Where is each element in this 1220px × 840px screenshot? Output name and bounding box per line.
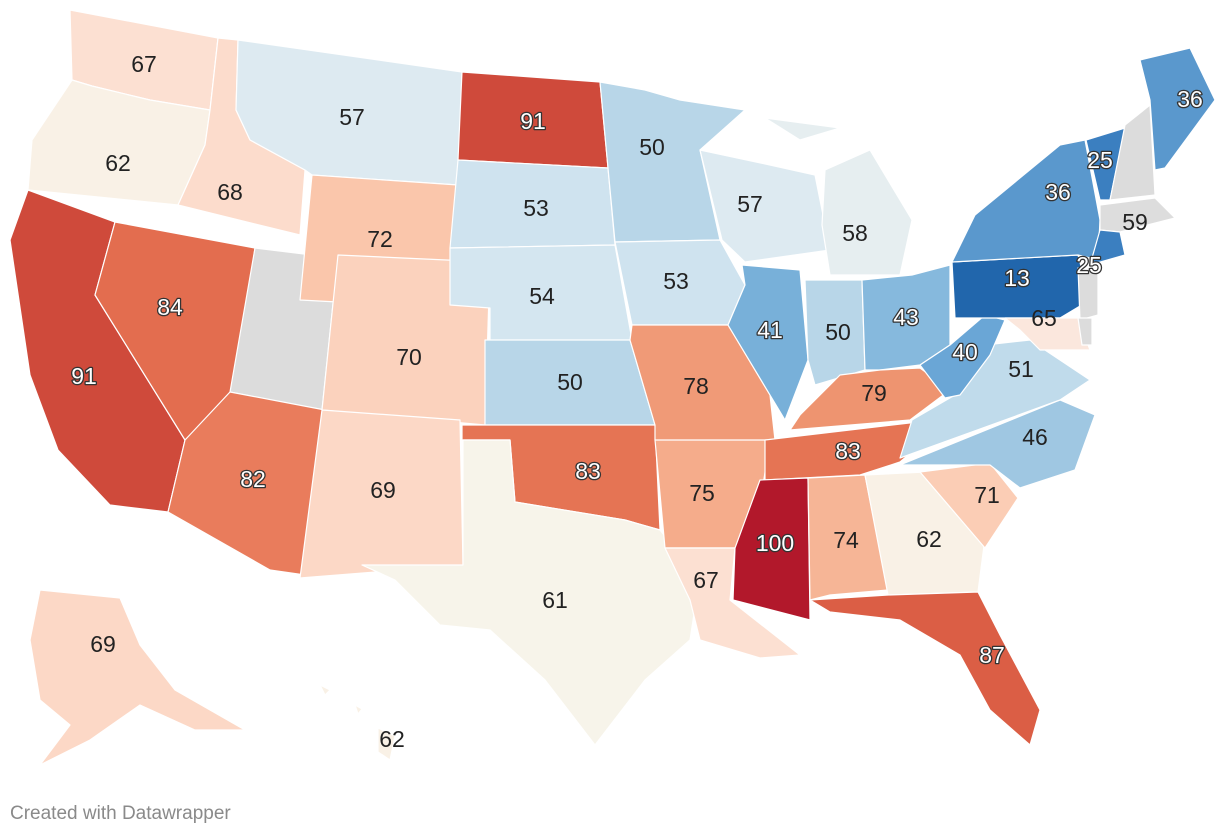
state-label-tx: 61: [542, 587, 568, 613]
state-label-mo: 78: [683, 373, 709, 399]
state-label-ny: 36: [1045, 179, 1071, 205]
state-label-nv: 84: [157, 294, 183, 320]
state-label-ne: 54: [529, 283, 555, 309]
state-label-va: 51: [1008, 356, 1034, 382]
state-label-nd: 91: [520, 108, 546, 134]
state-label-mn: 50: [639, 134, 665, 160]
state-label-ak: 69: [90, 631, 116, 657]
state-al[interactable]: [807, 474, 889, 601]
state-label-ar: 75: [689, 480, 715, 506]
state-label-sd: 53: [523, 195, 549, 221]
state-label-oh: 43: [893, 304, 919, 330]
state-label-la: 67: [693, 567, 719, 593]
state-label-tn: 83: [835, 438, 861, 464]
state-hi[interactable]: [319, 684, 396, 761]
state-fl[interactable]: [809, 591, 1041, 746]
credit-text[interactable]: Created with Datawrapper: [10, 803, 231, 824]
state-label-vt: 25: [1087, 147, 1113, 173]
state-mi[interactable]: [764, 117, 913, 276]
state-label-ms: 100: [756, 530, 794, 556]
state-label-wy: 72: [367, 226, 393, 252]
state-ak[interactable]: [29, 589, 246, 766]
state-de[interactable]: [1077, 317, 1093, 346]
state-ms[interactable]: [732, 477, 811, 621]
state-nh[interactable]: [1109, 104, 1156, 201]
state-label-or: 62: [105, 150, 131, 176]
state-il[interactable]: [727, 264, 809, 421]
state-me[interactable]: [1139, 47, 1216, 171]
state-label-ia: 53: [663, 268, 689, 294]
state-label-mi: 58: [842, 220, 868, 246]
state-label-pa: 13: [1004, 265, 1030, 291]
state-nj[interactable]: [1077, 267, 1099, 321]
state-label-ok: 83: [575, 458, 601, 484]
state-label-nm: 69: [370, 477, 396, 503]
state-label-ky: 79: [861, 380, 887, 406]
state-label-me: 36: [1177, 86, 1203, 112]
state-label-az: 82: [240, 466, 266, 492]
state-label-wa: 67: [131, 51, 157, 77]
state-ny[interactable]: [951, 139, 1101, 263]
state-label-md: 65: [1031, 305, 1057, 331]
state-label-il: 41: [757, 317, 783, 343]
state-label-al: 74: [833, 527, 859, 553]
state-sc[interactable]: [919, 462, 1019, 549]
state-tx[interactable]: [361, 439, 701, 746]
state-label-id: 68: [217, 179, 243, 205]
state-md[interactable]: [1004, 317, 1091, 351]
state-label-ca: 91: [71, 363, 97, 389]
states-layer: [9, 9, 1216, 766]
state-label-nc: 46: [1022, 424, 1048, 450]
state-label-ma: 59: [1122, 209, 1148, 235]
state-label-wi: 57: [737, 191, 763, 217]
state-label-ks: 50: [557, 369, 583, 395]
state-label-wv: 40: [952, 339, 978, 365]
state-label-hi: 62: [379, 726, 405, 752]
state-label-mt: 57: [339, 104, 365, 130]
state-label-ga: 62: [916, 526, 942, 552]
state-label-in: 50: [825, 319, 851, 345]
state-ga[interactable]: [864, 471, 986, 596]
state-label-co: 70: [396, 344, 422, 370]
state-ct[interactable]: [1089, 229, 1126, 266]
state-label-ct: 25: [1076, 252, 1102, 278]
state-label-sc: 71: [974, 482, 1000, 508]
state-wv[interactable]: [919, 314, 1006, 399]
labels-layer: 67 62 91 68 84 82 57 72 70 69 91 53 54 50 83 61 50 53 78 75…: [70, 51, 1204, 752]
state-label-fl: 87: [979, 642, 1005, 668]
state-ma[interactable]: [1099, 197, 1176, 233]
